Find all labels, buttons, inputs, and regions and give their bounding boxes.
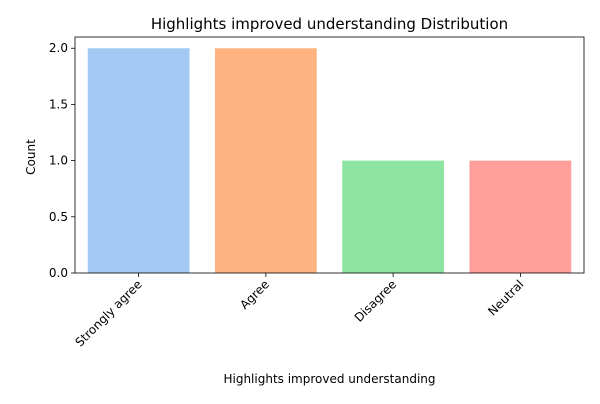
x-tick-label: Strongly agree: [72, 277, 144, 349]
y-tick-label: 1.0: [49, 154, 68, 168]
x-tick-label: Neutral: [485, 277, 526, 318]
y-axis-label: Count: [24, 139, 38, 175]
y-tick-label: 2.0: [49, 41, 68, 55]
bar: [469, 160, 572, 273]
x-tick-label: Agree: [237, 277, 272, 312]
bar: [87, 48, 190, 273]
y-axis-ticks: 0.0 0.5 1.0 1.5 2.0: [49, 41, 75, 280]
bar: [214, 48, 317, 273]
y-tick-label: 0.0: [49, 266, 68, 280]
bars-layer: [87, 48, 572, 273]
plot-frame: [74, 36, 585, 274]
y-tick-label: 1.5: [49, 97, 68, 111]
bar: [342, 160, 445, 273]
y-tick-label: 0.5: [49, 210, 68, 224]
x-tick-label: Disagree: [352, 277, 400, 325]
chart-title: Highlights improved understanding Distri…: [151, 15, 508, 33]
x-axis-label: Highlights improved understanding: [223, 372, 435, 386]
x-axis-ticks: Strongly agree Agree Disagree Neutral: [72, 273, 526, 350]
